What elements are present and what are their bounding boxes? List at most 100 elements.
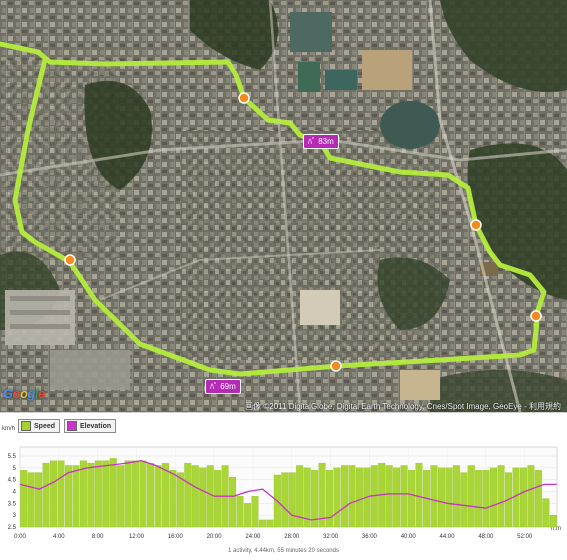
x-tick-label: 52:00 xyxy=(517,534,533,540)
speed-bar xyxy=(355,467,363,528)
speed-bar xyxy=(87,462,95,528)
speed-bar xyxy=(117,465,125,528)
speed-bar xyxy=(333,467,341,528)
speed-bar xyxy=(408,470,416,528)
speed-bar xyxy=(303,467,311,528)
x-tick-label: 0:00 xyxy=(14,534,26,540)
speed-bar xyxy=(50,460,58,528)
speed-bar xyxy=(169,470,177,528)
speed-bar xyxy=(79,460,87,528)
activity-chart[interactable]: Speed Elevation km/h h:m 5.5 5 4.5 4 3.5 3 2.5… xyxy=(0,412,567,560)
speed-bar xyxy=(251,496,259,528)
x-tick-label: 28:00 xyxy=(284,534,300,540)
speed-bar xyxy=(385,465,393,528)
speed-bar xyxy=(191,465,199,528)
legend-speed-label: Speed xyxy=(34,422,56,430)
y-tick-label: 3.5 xyxy=(8,501,17,507)
legend-elevation-label: Elevation xyxy=(80,422,112,430)
satellite-map[interactable] xyxy=(0,0,567,412)
speed-swatch-icon xyxy=(21,421,31,431)
speed-bar xyxy=(527,465,535,528)
speed-bar xyxy=(497,465,505,528)
speed-bar xyxy=(20,470,28,528)
x-tick-label: 4:00 xyxy=(53,534,65,540)
x-axis-unit: h:m xyxy=(551,526,562,532)
speed-bar xyxy=(109,458,117,528)
speed-bar xyxy=(236,496,244,528)
speed-bar xyxy=(437,467,445,528)
speed-bar xyxy=(27,472,35,528)
speed-bar xyxy=(139,460,147,528)
speed-bar xyxy=(72,465,80,528)
speed-bar xyxy=(176,472,184,528)
x-tick-label: 16:00 xyxy=(168,534,184,540)
speed-bar xyxy=(132,460,140,528)
x-tick-label: 44:00 xyxy=(440,534,456,540)
y-tick-label: 4 xyxy=(13,490,17,496)
speed-bar xyxy=(475,470,483,528)
speed-bar xyxy=(430,465,438,528)
chart-legend: Speed Elevation xyxy=(18,419,117,433)
speed-bar xyxy=(147,462,154,528)
google-logo[interactable]: Google xyxy=(3,386,45,401)
y-tick-label: 3 xyxy=(13,513,17,519)
speed-bar xyxy=(229,477,237,528)
y-tick-label: 4.5 xyxy=(8,478,17,484)
speed-bar xyxy=(35,472,43,528)
plot-frame xyxy=(19,446,558,528)
speed-bar xyxy=(467,465,475,528)
map-copyright: 画像 ©2011 DigitalGlobe, Digital Earth Tec… xyxy=(245,402,561,411)
y-axis-unit: km/h xyxy=(2,426,16,432)
speed-bar xyxy=(288,472,296,528)
x-tick-label: 48:00 xyxy=(478,534,494,540)
speed-bar xyxy=(460,472,468,528)
x-tick-label: 32:00 xyxy=(323,534,339,540)
speed-bar xyxy=(340,465,348,528)
speed-bar xyxy=(542,498,550,528)
y-tick-label: 2.5 xyxy=(8,525,17,531)
speed-bar xyxy=(318,462,326,528)
elevation-marker-low[interactable]: ﾊﾟ 69m xyxy=(205,379,241,394)
speed-bar xyxy=(154,465,162,528)
speed-bar xyxy=(452,465,460,528)
speed-bar xyxy=(348,465,356,528)
speed-bar xyxy=(549,515,557,528)
speed-bar xyxy=(326,470,334,528)
legend-speed[interactable]: Speed xyxy=(18,419,61,433)
speed-bar xyxy=(42,462,50,528)
x-tick-label: 12:00 xyxy=(129,534,145,540)
chart-plot[interactable]: 5.5 5 4.5 4 3.5 3 2.5 0:00 4:00 8:00 12:00 16:00 20:… xyxy=(0,413,567,560)
speed-bar xyxy=(206,465,214,528)
x-tick-label: 36:00 xyxy=(362,534,378,540)
speed-bar xyxy=(199,467,207,528)
speed-bar xyxy=(482,470,490,528)
elevation-marker-high[interactable]: ﾊﾟ 83m xyxy=(303,134,339,149)
speed-bar xyxy=(311,470,319,528)
speed-bar xyxy=(490,467,498,528)
y-tick-label: 5 xyxy=(13,466,17,472)
speed-bar xyxy=(296,465,304,528)
activity-summary: 1 activity, 4.44km, 55 minutes 20 second… xyxy=(228,548,339,554)
speed-bar xyxy=(124,460,132,528)
speed-bar xyxy=(519,467,527,528)
speed-bar xyxy=(214,470,222,528)
speed-bar xyxy=(184,462,192,528)
speed-bar xyxy=(400,465,408,528)
speed-bar xyxy=(393,467,401,528)
speed-bar xyxy=(534,470,542,528)
map-view[interactable]: ﾊﾟ 83m ﾊﾟ 69m Google 画像 ©2011 DigitalGlo… xyxy=(0,0,567,412)
x-tick-label: 20:00 xyxy=(207,534,223,540)
speed-bar xyxy=(258,519,266,528)
speed-bar xyxy=(281,472,289,528)
x-tick-label: 40:00 xyxy=(401,534,417,540)
speed-bar xyxy=(94,460,102,528)
speed-bar xyxy=(57,460,65,528)
speed-bar xyxy=(445,467,453,528)
x-tick-label: 8:00 xyxy=(92,534,104,540)
x-tick-label: 24:00 xyxy=(245,534,261,540)
y-tick-label: 5.5 xyxy=(8,454,17,460)
speed-bar xyxy=(415,462,423,528)
legend-elevation[interactable]: Elevation xyxy=(64,419,117,433)
km-markers xyxy=(64,92,542,372)
elevation-swatch-icon xyxy=(67,421,78,431)
